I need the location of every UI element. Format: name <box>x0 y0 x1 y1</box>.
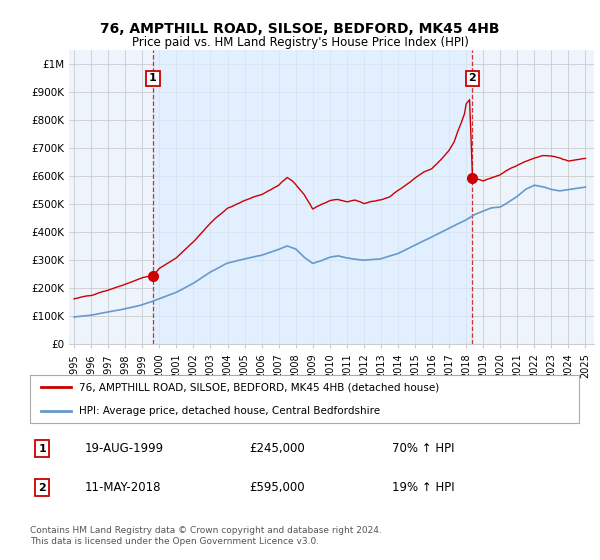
Text: £245,000: £245,000 <box>250 442 305 455</box>
Text: 76, AMPTHILL ROAD, SILSOE, BEDFORD, MK45 4HB: 76, AMPTHILL ROAD, SILSOE, BEDFORD, MK45… <box>100 22 500 36</box>
Text: 19% ↑ HPI: 19% ↑ HPI <box>392 481 455 494</box>
Text: 1: 1 <box>149 73 157 83</box>
Text: 76, AMPTHILL ROAD, SILSOE, BEDFORD, MK45 4HB (detached house): 76, AMPTHILL ROAD, SILSOE, BEDFORD, MK45… <box>79 382 440 392</box>
Text: HPI: Average price, detached house, Central Bedfordshire: HPI: Average price, detached house, Cent… <box>79 406 380 416</box>
Text: 11-MAY-2018: 11-MAY-2018 <box>85 481 161 494</box>
Text: Price paid vs. HM Land Registry's House Price Index (HPI): Price paid vs. HM Land Registry's House … <box>131 36 469 49</box>
Text: 1: 1 <box>38 444 46 454</box>
Text: 2: 2 <box>38 483 46 493</box>
Text: Contains HM Land Registry data © Crown copyright and database right 2024.
This d: Contains HM Land Registry data © Crown c… <box>30 526 382 546</box>
Text: £595,000: £595,000 <box>250 481 305 494</box>
Text: 19-AUG-1999: 19-AUG-1999 <box>85 442 164 455</box>
Bar <box>153 50 472 344</box>
Text: 70% ↑ HPI: 70% ↑ HPI <box>392 442 455 455</box>
Text: 2: 2 <box>469 73 476 83</box>
